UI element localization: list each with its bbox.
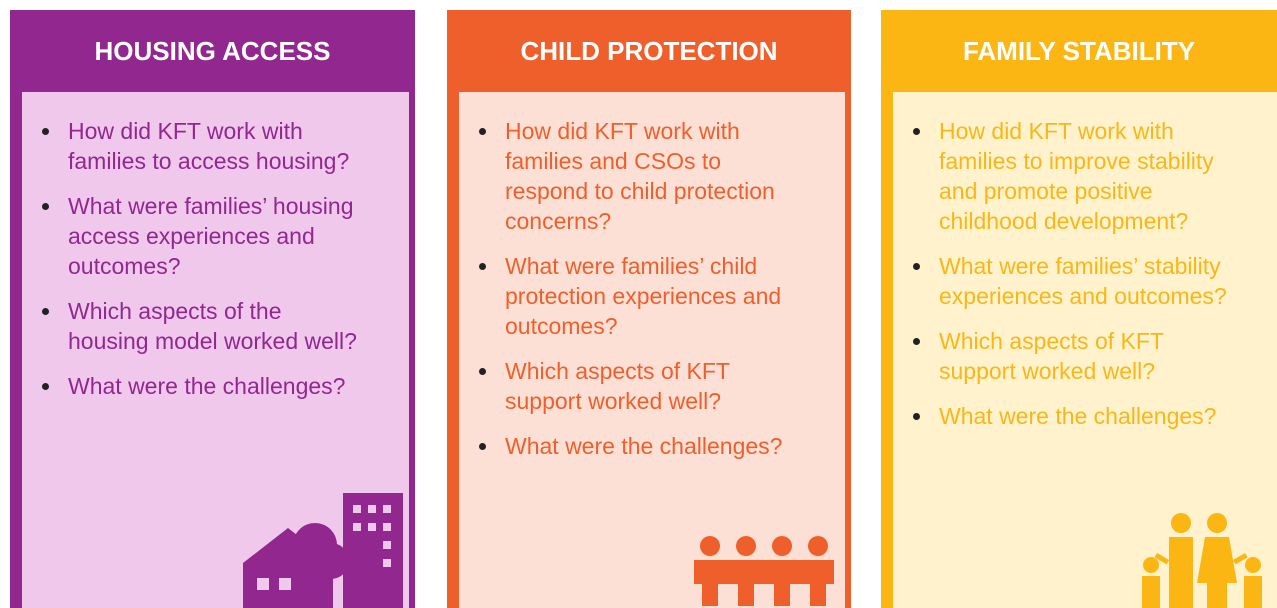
panel-title: CHILD PROTECTION (520, 35, 778, 66)
panel-title: HOUSING ACCESS (94, 35, 331, 66)
question: What were families’ stability experience… (893, 251, 1238, 311)
question: What were the challenges? (22, 371, 362, 401)
panel-body: How did KFT work with families and CSOs … (459, 92, 845, 608)
question: How did KFT work with families to access… (22, 116, 362, 176)
housing-icon (243, 493, 403, 608)
panel-body: How did KFT work with families to access… (22, 92, 409, 608)
question-list: How did KFT work with families to improv… (893, 116, 1238, 446)
question-list: How did KFT work with families to access… (22, 116, 362, 416)
question: What were families’ housing access exper… (22, 191, 362, 281)
question: Which aspects of KFT support worked well… (459, 356, 794, 416)
question: How did KFT work with families and CSOs … (459, 116, 794, 236)
family-icon (1142, 513, 1262, 608)
panel-title: FAMILY STABILITY (962, 35, 1196, 66)
panel: CHILD PROTECTION How did KFT work with f… (447, 10, 851, 608)
panel-body: How did KFT work with families to improv… (893, 92, 1277, 608)
question: Which aspects of KFT support worked well… (893, 326, 1238, 386)
panel: HOUSING ACCESS How did KFT work with fam… (10, 10, 415, 608)
panel: FAMILY STABILITY How did KFT work with f… (881, 10, 1277, 608)
question: Which aspects of the housing model worke… (22, 296, 362, 356)
children-icon (694, 536, 834, 606)
question: What were the challenges? (893, 401, 1238, 431)
question: How did KFT work with families to improv… (893, 116, 1238, 236)
question-list: How did KFT work with families and CSOs … (459, 116, 794, 476)
question: What were families’ child protection exp… (459, 251, 794, 341)
question: What were the challenges? (459, 431, 794, 461)
